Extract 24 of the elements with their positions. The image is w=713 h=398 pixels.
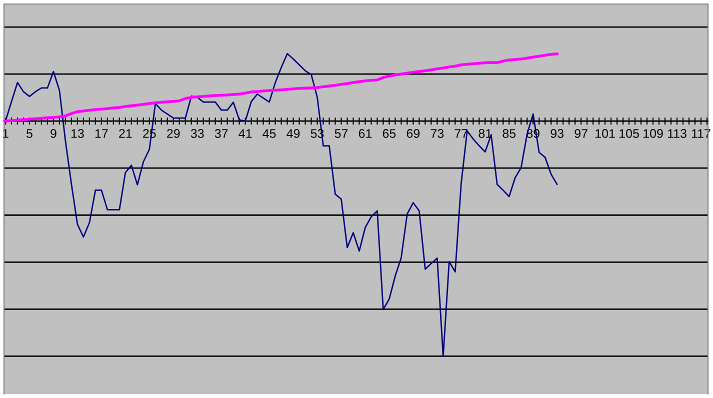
x-tick-label: 17 <box>95 129 108 138</box>
x-tick-label: 13 <box>71 129 84 138</box>
x-tick-label: 9 <box>50 129 56 138</box>
x-tick-label: 109 <box>644 129 663 138</box>
x-tick-label: 69 <box>406 129 420 138</box>
x-tick-label: 61 <box>358 129 372 138</box>
x-tick-label: 73 <box>430 129 444 138</box>
x-tick-label: 33 <box>190 129 204 138</box>
x-tick-label: 81 <box>478 129 492 138</box>
x-tick-label: 41 <box>238 129 252 138</box>
x-tick-label: 21 <box>119 129 132 138</box>
x-tick-label: 49 <box>286 129 300 138</box>
x-tick-label: 57 <box>334 129 348 138</box>
x-tick-label: 93 <box>550 129 564 138</box>
x-tick-label: 101 <box>596 129 615 138</box>
x-tick-label: 85 <box>502 129 516 138</box>
x-tick-label: 5 <box>26 129 32 138</box>
x-tick-label: 113 <box>668 129 686 138</box>
x-tick-label: 97 <box>574 129 588 138</box>
x-tick-label: 65 <box>382 129 396 138</box>
x-tick-label: 29 <box>167 129 180 138</box>
x-tick-label: 45 <box>262 129 276 138</box>
x-tick-label: 37 <box>214 129 228 138</box>
x-tick-label: 105 <box>620 129 639 138</box>
